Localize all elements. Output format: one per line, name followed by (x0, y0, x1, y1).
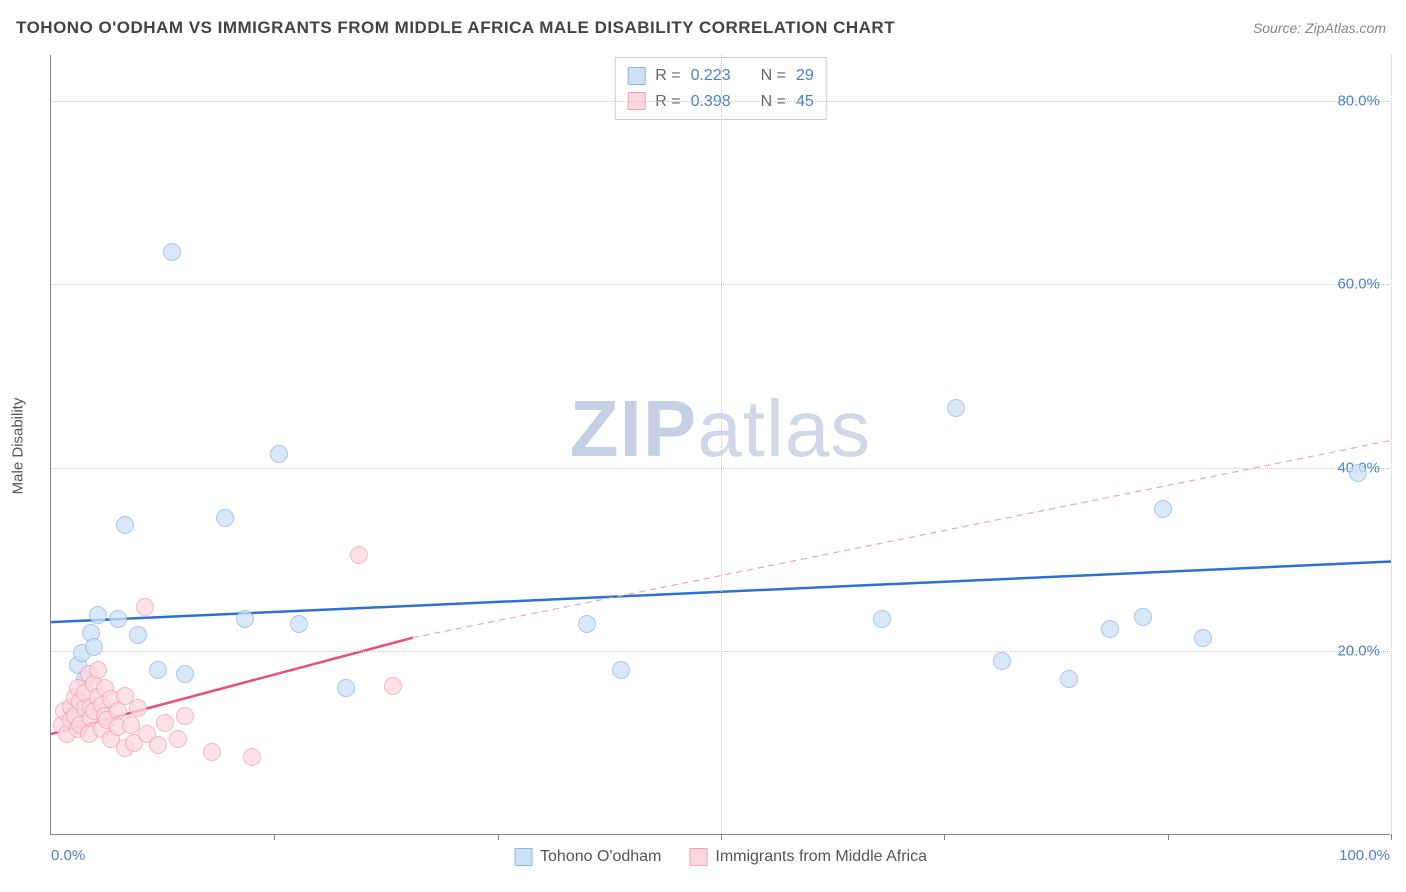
data-point (89, 661, 107, 679)
data-point (169, 730, 187, 748)
source-attribution: Source: ZipAtlas.com (1253, 20, 1386, 36)
data-point (176, 665, 194, 683)
x-minor-tick (274, 834, 275, 840)
series-legend-label: Tohono O'odham (540, 848, 661, 866)
plot-area: ZIPatlas R =0.223N =29R =0.398N =45 Toho… (50, 55, 1390, 835)
x-minor-tick (1391, 834, 1392, 840)
data-point (993, 652, 1011, 670)
data-point (578, 615, 596, 633)
data-point (236, 610, 254, 628)
data-point (216, 509, 234, 527)
data-point (350, 546, 368, 564)
data-point (129, 699, 147, 717)
data-point (176, 707, 194, 725)
y-tick-label: 80.0% (1337, 92, 1380, 109)
data-point (243, 748, 261, 766)
data-point (109, 610, 127, 628)
data-point (1194, 629, 1212, 647)
data-point (873, 610, 891, 628)
data-point (163, 243, 181, 261)
x-tick-label: 0.0% (51, 847, 85, 864)
data-point (149, 661, 167, 679)
data-point (612, 661, 630, 679)
data-point (1101, 620, 1119, 638)
x-minor-tick (1168, 834, 1169, 840)
data-point (89, 606, 107, 624)
data-point (129, 626, 147, 644)
data-point (136, 598, 154, 616)
data-point (85, 638, 103, 656)
y-tick-label: 20.0% (1337, 643, 1380, 660)
x-minor-tick (944, 834, 945, 840)
legend-swatch (689, 848, 707, 866)
gridline-vertical (721, 55, 722, 834)
chart-title: TOHONO O'ODHAM VS IMMIGRANTS FROM MIDDLE… (16, 18, 895, 38)
data-point (149, 736, 167, 754)
trend-line (413, 440, 1391, 637)
legend-swatch (514, 848, 532, 866)
chart-container: TOHONO O'ODHAM VS IMMIGRANTS FROM MIDDLE… (0, 0, 1406, 892)
y-tick-label: 60.0% (1337, 276, 1380, 293)
data-point (1134, 608, 1152, 626)
y-axis-label: Male Disability (10, 398, 27, 495)
data-point (270, 445, 288, 463)
data-point (203, 743, 221, 761)
gridline-vertical (1391, 55, 1392, 834)
data-point (116, 516, 134, 534)
series-legend-item: Immigrants from Middle Africa (689, 848, 927, 866)
data-point (156, 714, 174, 732)
data-point (337, 679, 355, 697)
series-legend-label: Immigrants from Middle Africa (715, 848, 927, 866)
data-point (384, 677, 402, 695)
data-point (1349, 464, 1367, 482)
series-legend: Tohono O'odham Immigrants from Middle Afr… (514, 848, 927, 866)
data-point (290, 615, 308, 633)
x-minor-tick (498, 834, 499, 840)
data-point (1060, 670, 1078, 688)
data-point (947, 399, 965, 417)
data-point (1154, 500, 1172, 518)
x-tick-label: 100.0% (1339, 847, 1390, 864)
series-legend-item: Tohono O'odham (514, 848, 661, 866)
x-minor-tick (721, 834, 722, 840)
